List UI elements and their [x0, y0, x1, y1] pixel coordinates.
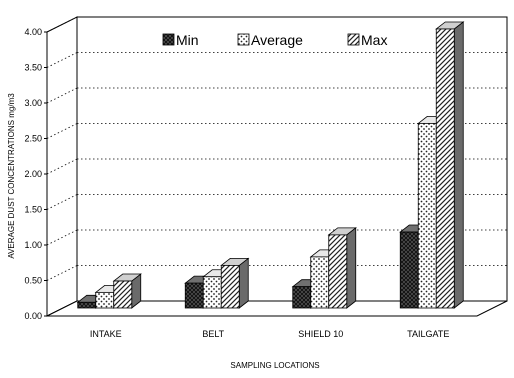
- gridline: [46, 123, 78, 139]
- bars: [76, 21, 465, 309]
- gridline: [46, 265, 78, 281]
- bar-front: [292, 286, 312, 309]
- bar-front: [220, 264, 240, 309]
- gridline: [46, 229, 78, 246]
- gridline: [46, 87, 78, 104]
- bar-max-belt: [220, 257, 250, 309]
- y-tick-label: 1.50: [24, 205, 42, 215]
- bar-front: [328, 234, 348, 309]
- plot-frame: [46, 16, 508, 317]
- y-tick-label: 2.50: [24, 134, 42, 144]
- y-axis-title: AVERAGE DUST CONCENTRATIONS mg/m3: [7, 93, 16, 259]
- y-tick-label: 0.00: [24, 311, 42, 321]
- bar-front: [77, 301, 97, 309]
- bar-max-intake: [112, 273, 142, 309]
- legend: Min Average Max: [162, 32, 387, 48]
- bar-front: [435, 28, 455, 309]
- legend-swatch-max: [347, 33, 360, 46]
- gridline: [46, 16, 78, 33]
- x-category-label: BELT: [202, 329, 224, 339]
- legend-swatch-average: [237, 33, 250, 46]
- bar-front: [399, 231, 419, 309]
- x-category-labels: INTAKE BELT SHIELD 10 TAILGATE: [90, 329, 450, 339]
- gridline: [46, 52, 78, 68]
- bar-front: [95, 291, 115, 309]
- legend-label-max: Max: [361, 32, 387, 48]
- bar-side: [238, 257, 249, 309]
- x-category-label: INTAKE: [90, 329, 122, 339]
- x-axis-title: SAMPLING LOCATIONS: [230, 361, 319, 370]
- bar-front: [113, 280, 133, 309]
- x-category-label: SHIELD 10: [298, 329, 343, 339]
- gridline: [46, 158, 78, 175]
- legend-label-average: Average: [251, 32, 303, 48]
- y-tick-label: 3.50: [24, 63, 42, 73]
- bar-front: [310, 256, 330, 309]
- y-tick-label: 2.00: [24, 169, 42, 179]
- y-tick-label: 3.00: [24, 98, 42, 108]
- bar-front: [184, 282, 204, 309]
- bar-side: [346, 227, 357, 309]
- bar-max-tailgate: [435, 21, 465, 309]
- gridline: [46, 194, 78, 210]
- bar-max-shield-10: [327, 227, 357, 309]
- y-tick-label: 0.50: [24, 276, 42, 286]
- legend-swatch-min: [162, 33, 175, 46]
- bar-front: [202, 276, 222, 309]
- bar-side: [453, 21, 464, 309]
- y-tick-label: 4.00: [24, 27, 42, 37]
- floor: [46, 300, 508, 317]
- x-category-label: TAILGATE: [407, 329, 449, 339]
- y-tick-labels: 0.00 0.50 1.00 1.50 2.00 2.50 3.00 3.50 4.00: [24, 27, 47, 321]
- legend-label-min: Min: [176, 32, 199, 48]
- bar-front: [417, 123, 437, 309]
- gridlines: [46, 16, 507, 281]
- y-tick-label: 1.00: [24, 240, 42, 250]
